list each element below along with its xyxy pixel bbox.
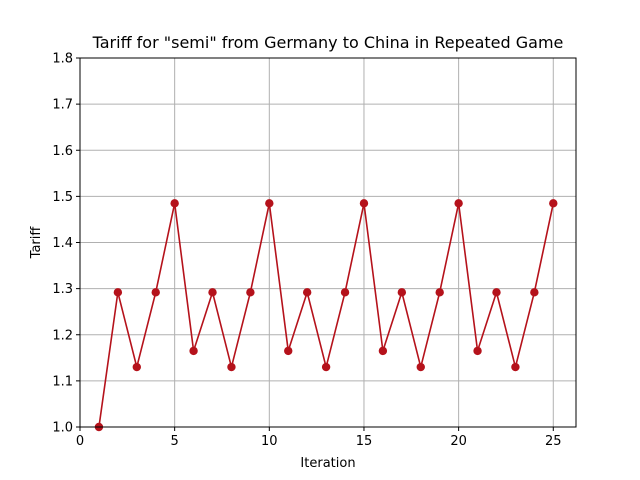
data-point bbox=[321, 362, 331, 372]
x-tick-label: 10 bbox=[261, 434, 278, 449]
data-point bbox=[302, 288, 312, 297]
data-point bbox=[492, 288, 501, 297]
data-point bbox=[265, 199, 274, 208]
data-point bbox=[246, 288, 255, 297]
data-point bbox=[378, 346, 388, 356]
y-tick-label: 1.0 bbox=[52, 421, 73, 436]
data-point bbox=[397, 288, 407, 297]
x-tick-label: 5 bbox=[171, 434, 179, 449]
y-tick-label: 1.4 bbox=[52, 236, 73, 251]
x-axis-label: Iteration bbox=[300, 456, 355, 471]
data-point bbox=[208, 288, 217, 297]
series-layer bbox=[94, 199, 558, 432]
data-point bbox=[340, 288, 350, 297]
grid bbox=[79, 57, 576, 428]
data-point bbox=[227, 362, 236, 372]
x-tick-label: 25 bbox=[545, 434, 562, 449]
data-point bbox=[113, 288, 123, 297]
x-tick-label: 15 bbox=[356, 434, 373, 449]
data-point bbox=[473, 346, 482, 356]
y-tick-label: 1.3 bbox=[52, 282, 73, 297]
chart-title: Tariff for "semi" from Germany to China … bbox=[92, 33, 564, 52]
y-axis-label: Tariff bbox=[29, 226, 44, 260]
y-tick-label: 1.8 bbox=[52, 52, 73, 67]
data-point bbox=[549, 199, 558, 208]
data-point bbox=[435, 288, 444, 297]
y-tick-label: 1.1 bbox=[52, 374, 73, 389]
axis-ticks: 0 5 10 15 20 25 1.0 1.1 1.2 1.3 1.4 1.5 1.6 1.7 1.8 bbox=[52, 52, 561, 450]
data-point bbox=[511, 362, 520, 372]
data-point bbox=[284, 346, 293, 356]
y-tick-label: 1.6 bbox=[52, 144, 73, 159]
data-point bbox=[359, 199, 369, 208]
data-point bbox=[454, 199, 463, 208]
y-tick-label: 1.7 bbox=[52, 98, 73, 113]
x-tick-label: 20 bbox=[450, 434, 467, 449]
y-tick-label: 1.5 bbox=[52, 190, 73, 205]
y-tick-label: 1.2 bbox=[52, 328, 73, 343]
data-point bbox=[170, 199, 179, 208]
data-point bbox=[530, 288, 539, 297]
data-point bbox=[189, 346, 198, 356]
data-point bbox=[132, 362, 141, 372]
data-point bbox=[416, 362, 425, 372]
x-tick-label: 0 bbox=[76, 434, 84, 449]
data-point bbox=[151, 288, 160, 297]
